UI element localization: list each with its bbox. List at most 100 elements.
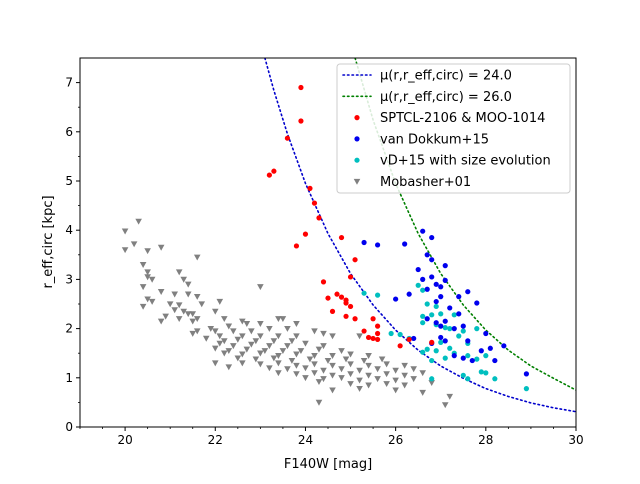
data-point-series-3 [293,351,300,358]
data-point-series-3 [315,379,323,386]
data-point-series-3 [392,377,399,384]
data-point-series-2 [424,346,430,352]
data-point-series-2 [433,303,439,310]
y-tick-label: 2 [65,322,73,336]
data-point-series-3 [311,328,318,335]
data-point-series-1 [523,371,530,377]
data-point-series-3 [144,296,151,303]
data-point-series-2 [442,355,448,361]
data-point-series-2 [429,357,435,364]
data-point-series-3 [225,323,233,330]
data-point-series-0 [375,323,381,329]
data-point-series-3 [315,399,323,406]
legend-label: μ(r,r_eff,circ) = 24.0 [380,69,512,84]
data-point-series-0 [298,118,304,124]
data-point-series-3 [311,370,318,377]
data-point-series-3 [216,333,224,340]
y-tick-label: 5 [65,174,73,188]
data-point-series-3 [356,377,363,384]
data-point-series-0 [320,279,327,285]
data-point-series-0 [406,336,412,343]
data-point-series-3 [144,269,151,276]
data-point-series-3 [144,248,151,255]
data-point-series-2 [483,370,489,376]
data-point-series-3 [193,316,201,323]
data-point-series-3 [284,343,291,350]
data-point-series-1 [442,338,448,344]
data-point-series-3 [383,371,390,378]
data-point-series-3 [211,360,219,367]
data-point-series-0 [375,336,381,343]
data-point-series-1 [442,263,448,269]
data-point-series-3 [257,350,264,357]
data-point-series-3 [184,281,192,288]
data-point-series-3 [193,293,201,300]
data-point-series-3 [401,362,408,369]
data-point-series-3 [198,301,206,308]
data-point-series-3 [257,333,264,340]
data-point-series-0 [347,303,354,310]
x-tick-label: 28 [478,433,493,447]
legend-marker-swatch [354,136,360,142]
data-point-series-2 [438,339,444,345]
data-point-series-3 [234,336,242,343]
legend-marker-swatch [354,115,360,121]
data-point-series-3 [257,321,264,327]
data-point-series-2 [456,333,462,339]
data-point-series-3 [356,333,363,340]
data-point-series-3 [279,316,287,323]
data-point-series-3 [189,311,197,318]
data-point-series-3 [266,365,273,372]
data-point-series-1 [483,330,489,337]
data-point-series-3 [320,376,327,383]
data-point-series-2 [429,376,435,382]
x-tick-label: 24 [298,433,313,447]
data-point-series-1 [433,298,439,305]
data-point-series-0 [375,330,381,337]
data-point-series-1 [456,294,462,300]
data-point-series-3 [288,357,296,364]
data-point-series-3 [225,348,233,355]
data-point-series-2 [483,353,489,359]
data-point-series-0 [271,168,277,174]
data-point-series-1 [492,357,498,364]
x-axis-label: F140W [mag] [284,457,372,472]
data-point-series-1 [487,345,493,351]
data-point-series-2 [460,372,466,378]
data-point-series-0 [311,200,318,206]
data-point-series-3 [270,338,278,345]
data-point-series-3 [374,366,381,373]
data-point-series-0 [334,291,340,297]
data-point-series-3 [365,372,372,379]
data-point-series-2 [397,331,403,338]
data-point-series-1 [478,348,484,354]
data-point-series-3 [252,338,260,345]
data-point-series-3 [293,362,300,369]
data-point-series-1 [433,281,439,287]
data-point-series-3 [252,356,260,363]
x-tick-label: 20 [117,433,132,447]
data-point-series-1 [438,334,444,341]
data-point-series-1 [460,355,466,361]
legend-box [336,63,571,194]
data-point-series-1 [393,296,399,302]
data-point-series-1 [456,311,462,317]
data-point-series-3 [234,355,242,362]
data-point-series-3 [130,241,138,248]
data-point-series-3 [243,346,251,353]
data-point-series-0 [338,294,345,300]
data-point-series-3 [297,348,305,355]
data-point-series-3 [392,387,399,394]
data-point-series-3 [220,316,228,323]
data-point-series-3 [207,325,215,332]
data-point-series-3 [365,382,372,389]
data-point-series-3 [175,269,183,276]
data-point-series-2 [447,326,453,332]
data-point-series-1 [429,257,435,263]
data-point-series-0 [370,316,376,322]
data-point-series-2 [424,301,430,307]
data-point-series-3 [315,346,323,353]
legend-label: μ(r,r_eff,circ) = 26.0 [380,90,512,105]
data-point-series-3 [356,367,363,374]
